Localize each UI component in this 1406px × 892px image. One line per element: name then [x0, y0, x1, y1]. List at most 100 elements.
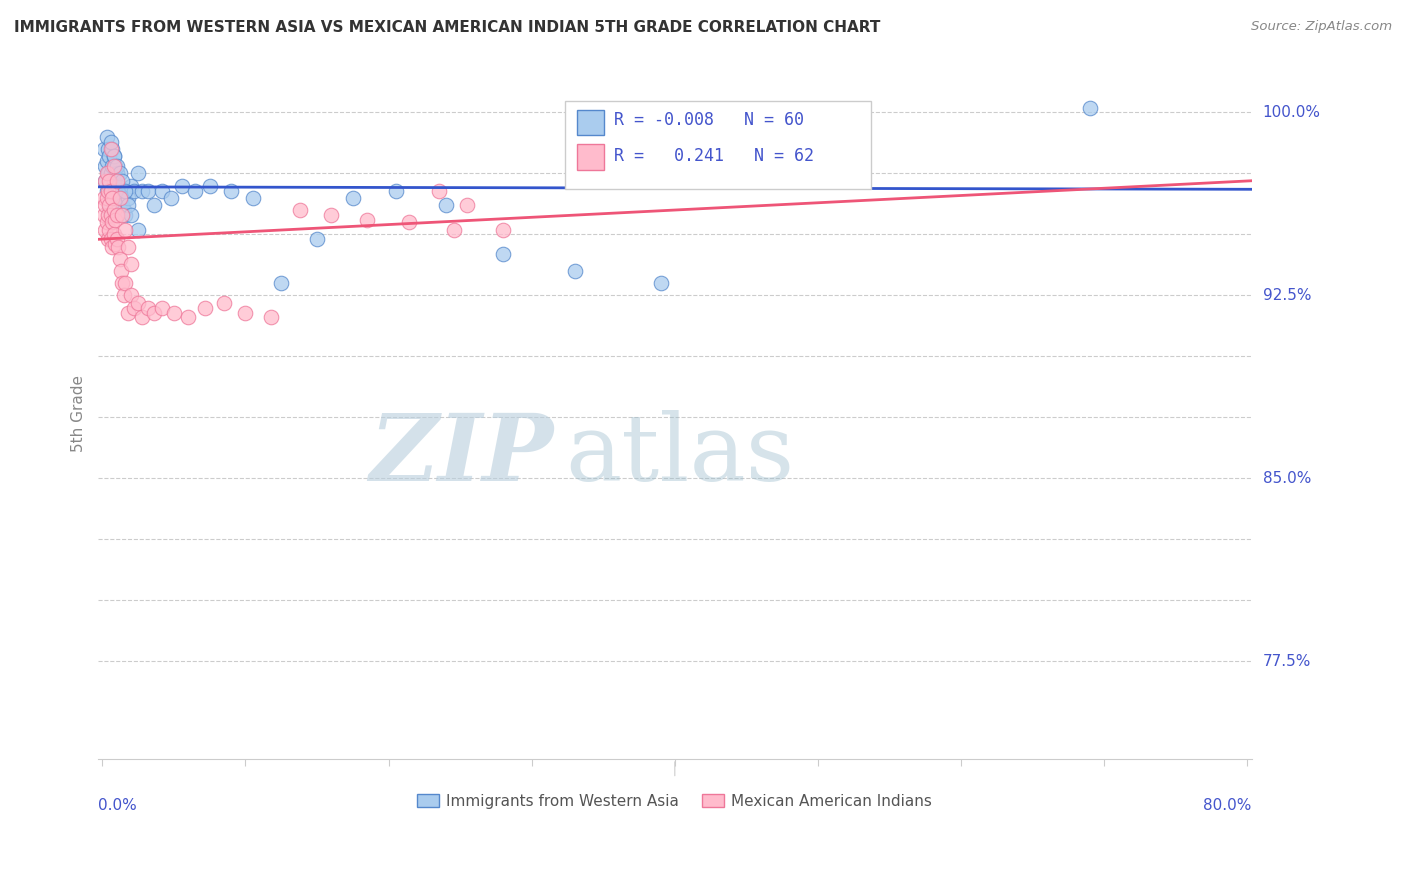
Point: [105, 159, 128, 173]
Point: [108, 184, 131, 198]
Point: [100, 166, 122, 180]
Point: [122, 184, 145, 198]
Point: [120, 288, 142, 302]
Point: [105, 208, 128, 222]
Point: [97, 232, 120, 246]
Point: [96, 154, 118, 169]
Point: [270, 277, 292, 291]
Point: [114, 277, 136, 291]
Point: [260, 310, 283, 325]
Point: [97, 166, 120, 180]
Point: [94, 159, 117, 173]
Text: 92.5%: 92.5%: [1263, 288, 1312, 303]
Point: [104, 184, 127, 198]
Point: [98, 149, 121, 163]
Point: [101, 215, 124, 229]
Point: [97, 208, 120, 222]
Point: [321, 208, 343, 222]
Point: [142, 305, 165, 319]
Point: [117, 239, 139, 253]
Point: [108, 166, 131, 180]
Point: [98, 222, 121, 236]
Point: [101, 184, 124, 198]
Point: [110, 264, 132, 278]
Point: [492, 247, 515, 261]
Point: [94, 174, 117, 188]
Point: [127, 166, 149, 180]
Point: [305, 232, 328, 246]
Point: [101, 239, 124, 253]
Y-axis label: 5th Grade: 5th Grade: [72, 376, 86, 452]
Point: [111, 277, 134, 291]
Point: [114, 208, 136, 222]
Point: [564, 264, 586, 278]
Point: [93, 208, 115, 222]
Point: [198, 178, 221, 193]
Text: 85.0%: 85.0%: [1263, 471, 1310, 486]
FancyBboxPatch shape: [576, 145, 605, 170]
Point: [94, 198, 117, 212]
Point: [356, 212, 378, 227]
Point: [101, 191, 124, 205]
Point: [114, 184, 136, 198]
Point: [160, 191, 183, 205]
Point: [107, 239, 129, 253]
Point: [94, 174, 117, 188]
Point: [184, 184, 207, 198]
Point: [100, 142, 122, 156]
Point: [110, 191, 132, 205]
Point: [131, 310, 153, 325]
Legend: Immigrants from Western Asia, Mexican American Indians: Immigrants from Western Asia, Mexican Am…: [412, 788, 938, 815]
Point: [103, 227, 125, 242]
Point: [94, 222, 117, 236]
Point: [212, 295, 235, 310]
Point: [105, 232, 128, 246]
Point: [120, 178, 142, 193]
Point: [103, 149, 125, 163]
Point: [101, 142, 124, 156]
Point: [96, 184, 118, 198]
Point: [103, 174, 125, 188]
Point: [105, 166, 128, 180]
Point: [650, 277, 672, 291]
Point: [127, 222, 149, 236]
Point: [107, 178, 129, 193]
Point: [1078, 101, 1101, 115]
Point: [443, 222, 465, 236]
Point: [163, 305, 186, 319]
Point: [114, 222, 136, 236]
Point: [219, 184, 242, 198]
Text: atlas: atlas: [565, 410, 794, 500]
Point: [96, 191, 118, 205]
Point: [288, 202, 311, 217]
Point: [112, 202, 135, 217]
Point: [427, 184, 450, 198]
Point: [136, 184, 159, 198]
Point: [100, 184, 122, 198]
Point: [152, 184, 174, 198]
Point: [93, 191, 115, 205]
Point: [104, 237, 127, 252]
Point: [100, 191, 122, 205]
Point: [111, 208, 134, 222]
Point: [120, 257, 142, 271]
Text: Source: ZipAtlas.com: Source: ZipAtlas.com: [1251, 20, 1392, 33]
Point: [120, 208, 142, 222]
Point: [98, 174, 121, 188]
Point: [105, 191, 128, 205]
Point: [172, 178, 194, 193]
Point: [117, 191, 139, 205]
Point: [98, 202, 121, 217]
Point: [98, 198, 121, 212]
Point: [492, 222, 515, 236]
Point: [97, 184, 120, 198]
Point: [96, 166, 118, 180]
Point: [98, 178, 121, 193]
Point: [398, 215, 420, 229]
Point: [384, 184, 406, 198]
Point: [117, 305, 139, 319]
Point: [342, 191, 364, 205]
Point: [101, 159, 124, 173]
Point: [104, 212, 127, 227]
Point: [105, 174, 128, 188]
